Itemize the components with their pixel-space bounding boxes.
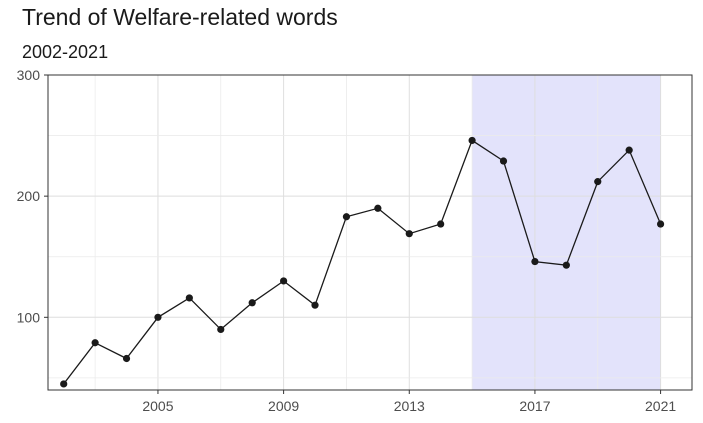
data-point xyxy=(248,299,256,307)
data-point xyxy=(468,136,476,145)
data-point xyxy=(122,354,131,363)
highlight-region xyxy=(472,75,661,390)
data-point xyxy=(374,204,382,212)
data-point xyxy=(437,220,445,228)
data-point xyxy=(280,277,288,285)
data-point xyxy=(311,301,319,309)
data-point xyxy=(217,325,225,334)
data-point xyxy=(499,157,508,165)
x-tick-label: 2013 xyxy=(394,398,425,414)
data-point xyxy=(562,261,570,269)
chart-title: Trend of Welfare-related words xyxy=(22,4,338,30)
y-tick-label: 100 xyxy=(17,309,41,325)
data-point xyxy=(91,339,99,347)
plot-border xyxy=(47,74,693,391)
data-point xyxy=(594,178,602,186)
y-tick-label: 200 xyxy=(17,188,41,204)
data-point xyxy=(625,146,633,154)
data-point xyxy=(405,230,413,238)
data-point xyxy=(656,220,665,228)
data-point xyxy=(60,380,68,388)
x-tick-label: 2021 xyxy=(645,398,676,414)
y-tick-label: 300 xyxy=(17,67,41,83)
x-tick-label: 2017 xyxy=(519,398,550,414)
data-point xyxy=(154,313,162,321)
data-point xyxy=(185,294,193,302)
data-point xyxy=(531,257,539,266)
x-tick-label: 2009 xyxy=(268,398,299,414)
data-point xyxy=(342,213,351,221)
series-line xyxy=(63,139,662,385)
x-tick-label: 2005 xyxy=(142,398,173,414)
chart-subtitle: 2002-2021 xyxy=(22,42,109,62)
